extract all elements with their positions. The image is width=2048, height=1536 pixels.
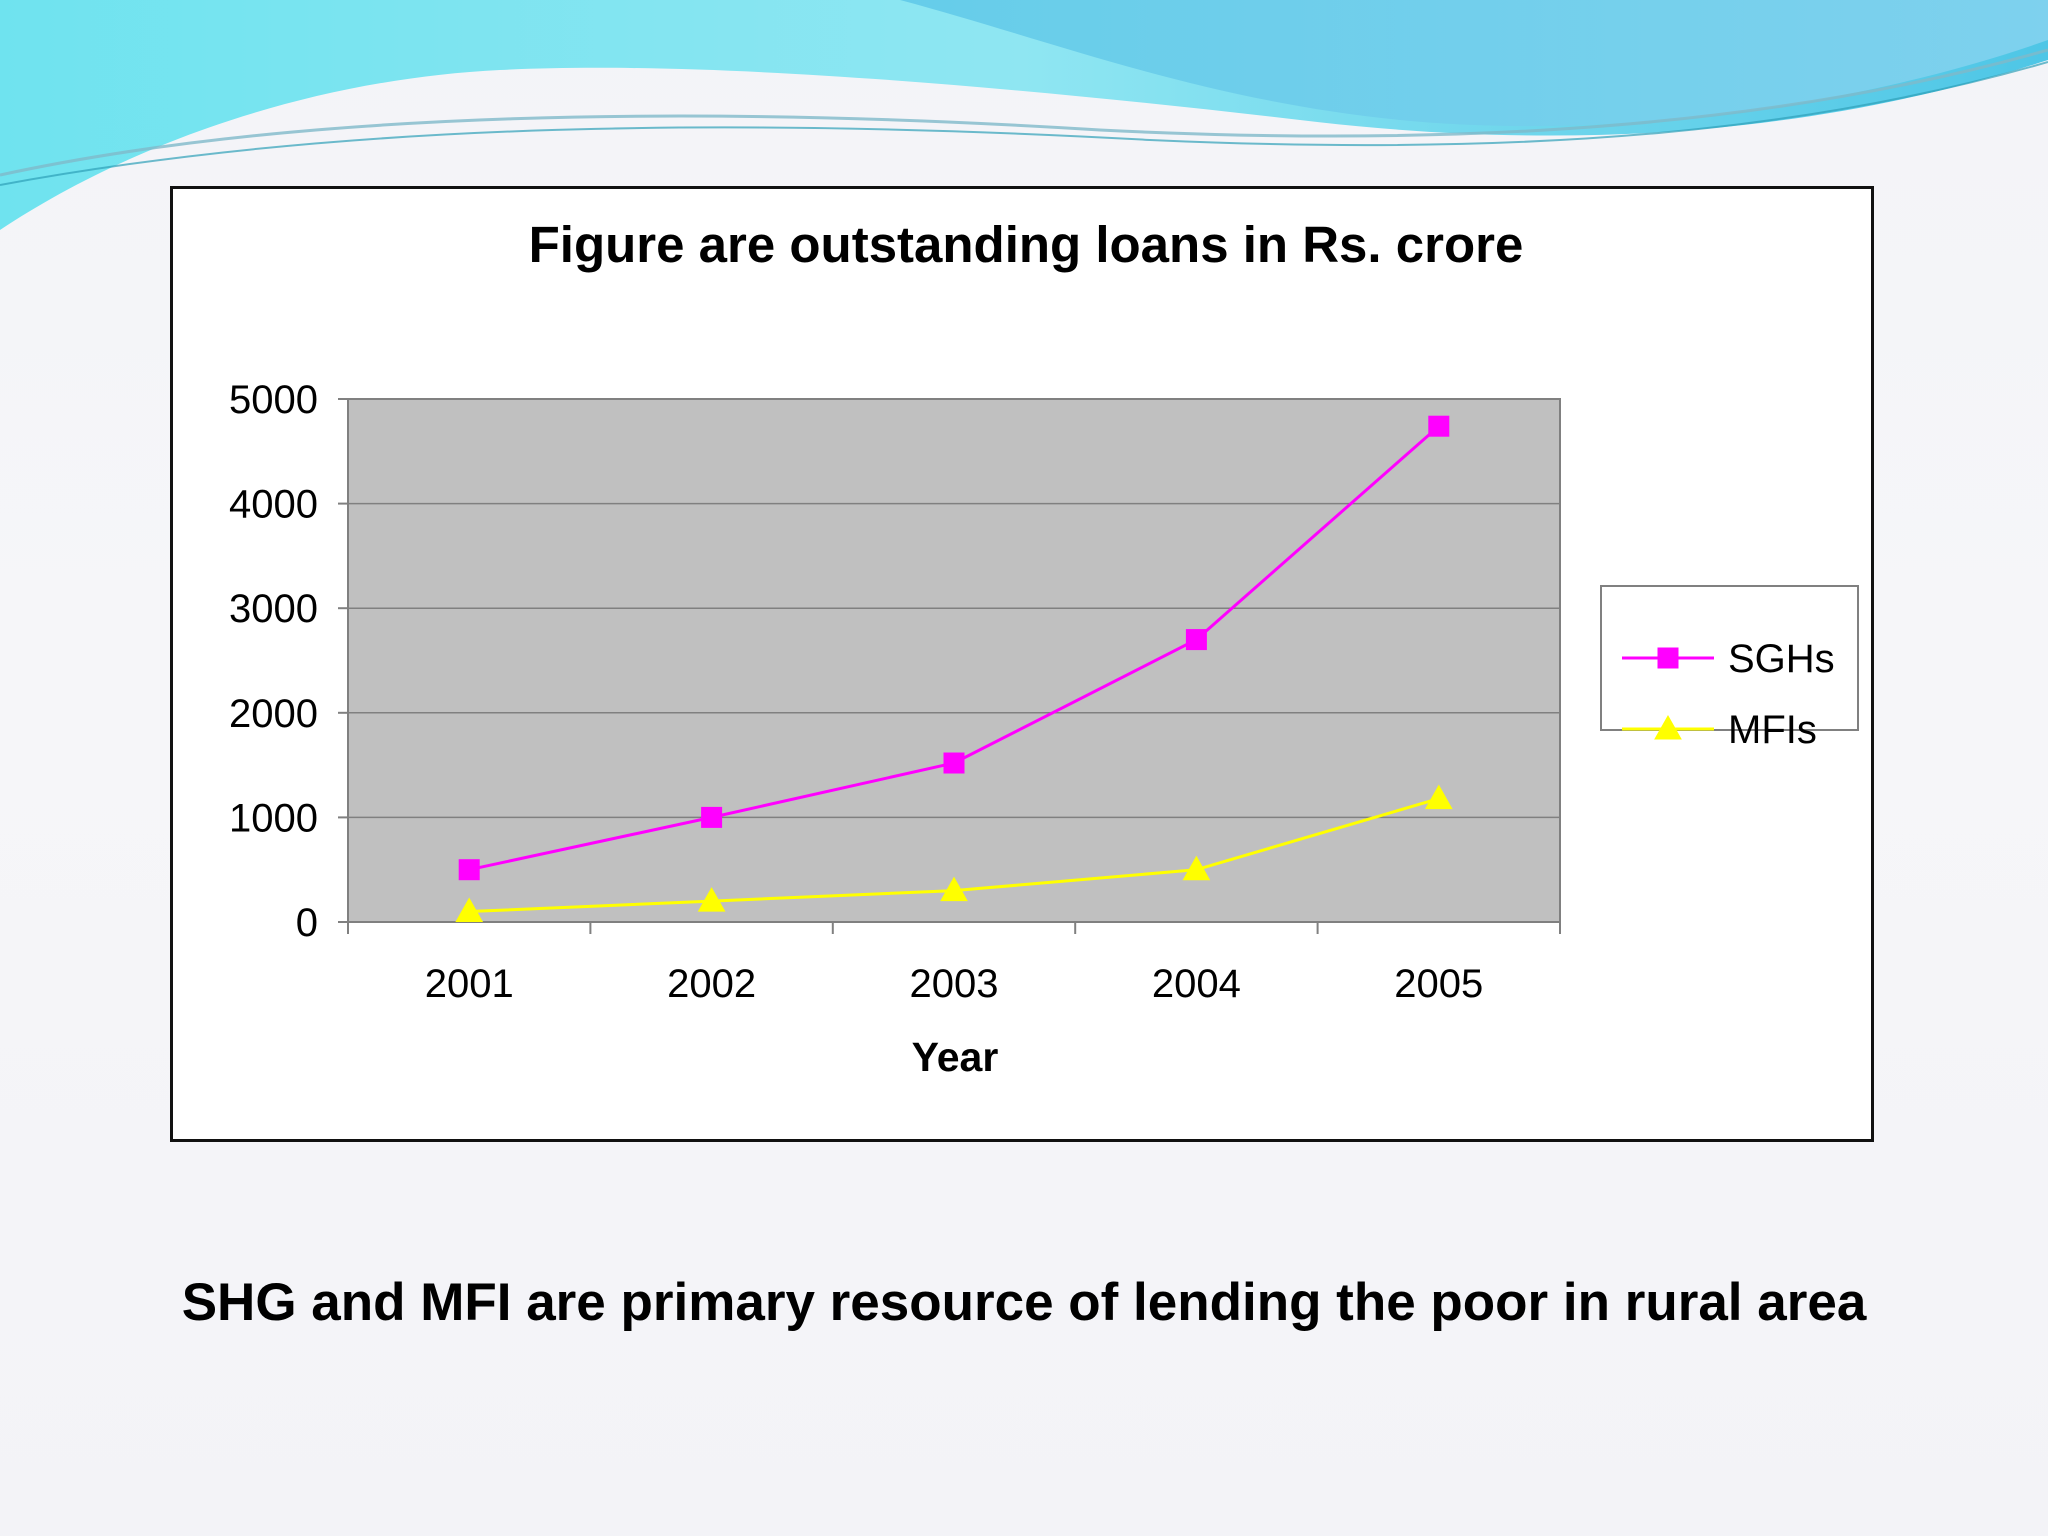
x-axis-label: Year bbox=[912, 1034, 999, 1080]
data-point-mfis bbox=[940, 876, 968, 902]
y-axis: 0 1000 2000 3000 4000 5000 bbox=[229, 378, 349, 945]
data-point-mfis bbox=[1424, 784, 1453, 810]
x-tick-label: 2001 bbox=[425, 962, 514, 1006]
data-point-sghs bbox=[1428, 415, 1450, 437]
gridlines bbox=[348, 398, 1560, 819]
slide-caption: SHG and MFI are primary resource of lend… bbox=[181, 1273, 1867, 1332]
y-tick-label: 0 bbox=[296, 901, 318, 945]
legend-label-sghs: SGHs bbox=[1728, 637, 1835, 681]
data-point-mfis bbox=[455, 897, 484, 923]
chart-frame: Figure are outstanding loans in Rs. cror… bbox=[170, 186, 1874, 1142]
header-wave-decoration bbox=[0, 0, 2048, 230]
chart-title: Figure are outstanding loans in Rs. cror… bbox=[529, 216, 1524, 273]
x-tick-label: 2003 bbox=[910, 962, 999, 1006]
data-point-sghs bbox=[1185, 629, 1207, 651]
legend-marker-sghs bbox=[1657, 647, 1679, 669]
legend-label-mfis: MFIs bbox=[1728, 708, 1817, 752]
x-tick-label: 2002 bbox=[667, 962, 756, 1006]
x-tick-label: 2004 bbox=[1152, 962, 1241, 1006]
x-tick-label: 2005 bbox=[1394, 962, 1483, 1006]
data-point-sghs bbox=[458, 859, 480, 881]
y-tick-label: 1000 bbox=[229, 796, 318, 840]
y-tick-label: 4000 bbox=[229, 483, 318, 527]
y-tick-label: 3000 bbox=[229, 587, 318, 631]
data-point-mfis bbox=[697, 887, 726, 912]
plot-area bbox=[347, 398, 1561, 923]
legend: SGHs MFIs bbox=[1600, 585, 1859, 752]
legend-marker-mfis bbox=[1654, 714, 1682, 740]
y-tick-label: 5000 bbox=[229, 378, 318, 422]
x-axis: 2001 2002 2003 2004 2005 bbox=[347, 921, 1561, 1006]
data-point-sghs bbox=[701, 806, 723, 828]
y-tick-label: 2000 bbox=[229, 692, 318, 736]
series-layer bbox=[455, 415, 1453, 923]
line-chart: Figure are outstanding loans in Rs. cror… bbox=[229, 216, 1859, 1080]
data-point-sghs bbox=[943, 752, 965, 774]
data-point-mfis bbox=[1182, 855, 1211, 881]
